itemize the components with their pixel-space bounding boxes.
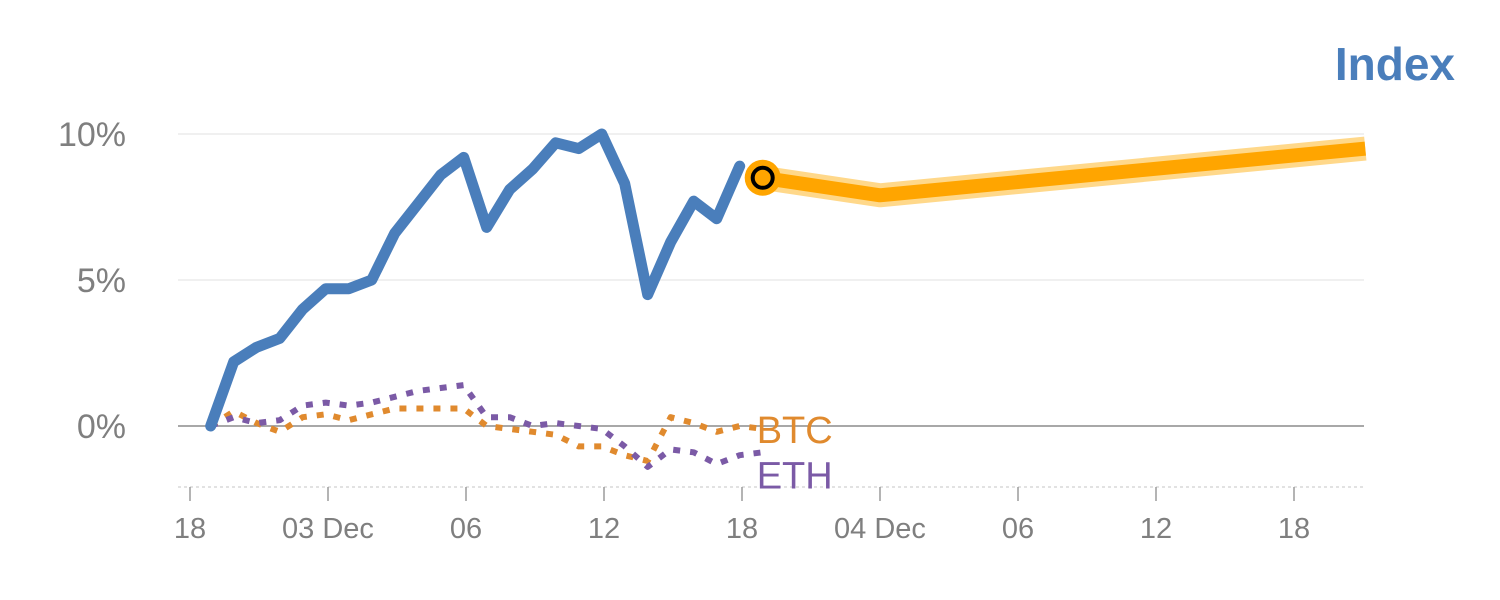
series-line-btc	[209, 405, 764, 464]
x-tick-label-6: 06	[1002, 513, 1034, 545]
x-axis-tick-labels: 18 03 Dec 06 12 18 04 Dec 06 12 18	[174, 513, 1310, 545]
y-tick-label-1: 5%	[77, 262, 126, 300]
series-label-eth: ETH	[757, 455, 833, 497]
x-axis	[178, 486, 1364, 501]
marker-inner	[750, 165, 775, 190]
y-tick-label-2: 10%	[58, 116, 126, 154]
chart-title: Index	[1335, 38, 1456, 90]
x-tick-label-5: 04 Dec	[834, 513, 926, 545]
series-lines	[205, 128, 1367, 470]
x-tick-label-7: 12	[1140, 513, 1172, 545]
x-tick-label-4: 18	[726, 513, 758, 545]
y-axis-tick-labels: 0% 5% 10%	[58, 116, 126, 446]
x-tick-label-3: 12	[588, 513, 620, 545]
projection-line	[761, 141, 1366, 203]
x-tick-label-0: 18	[174, 513, 206, 545]
current-point-marker	[744, 159, 781, 196]
y-tick-label-0: 0%	[77, 408, 126, 446]
x-tick-label-1: 03 Dec	[282, 513, 374, 545]
series-line-index	[205, 128, 746, 432]
series-label-btc: BTC	[757, 410, 833, 452]
x-tick-label-2: 06	[450, 513, 482, 545]
x-tick-label-8: 18	[1278, 513, 1310, 545]
